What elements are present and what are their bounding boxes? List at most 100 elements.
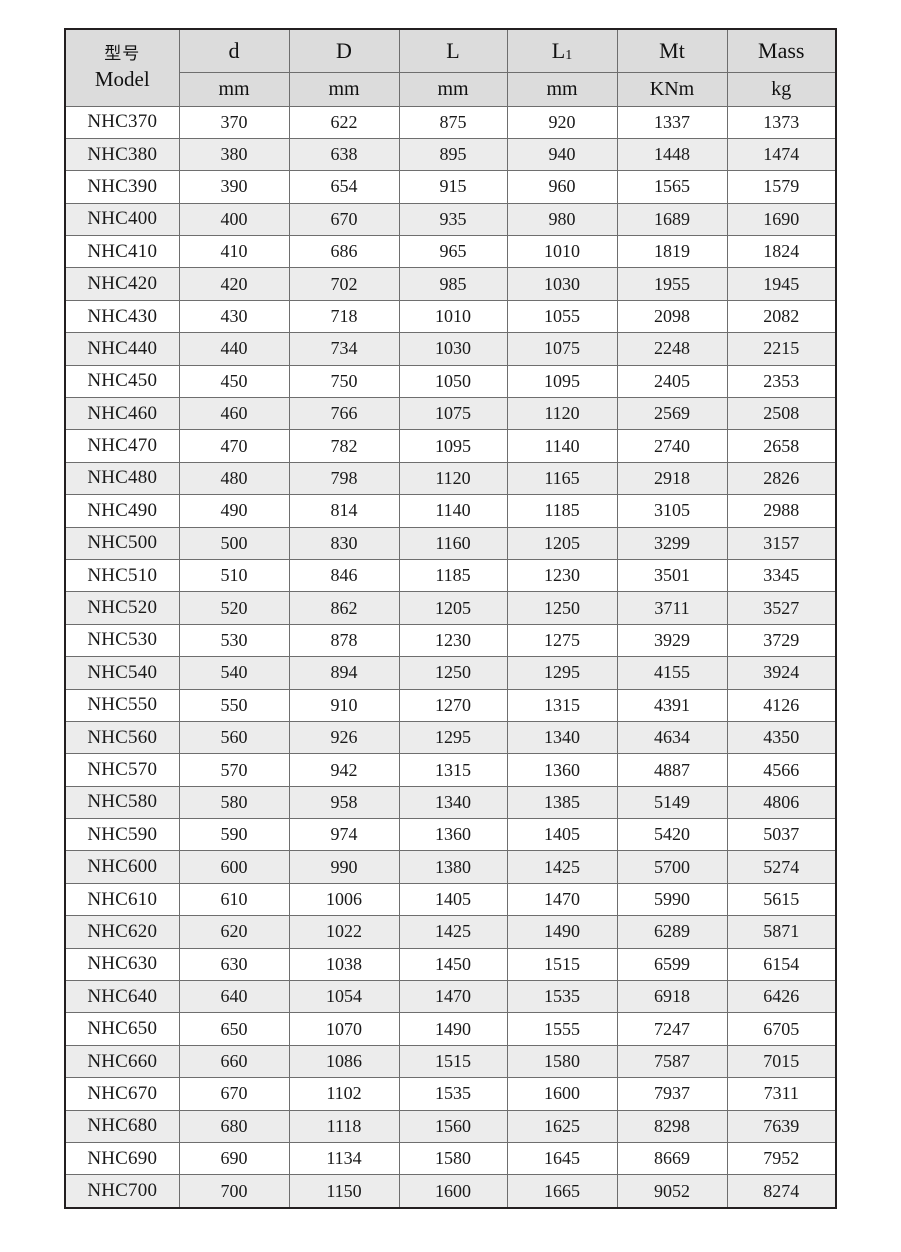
cell-d: 650 — [179, 1012, 290, 1046]
cell-length1: 1295 — [507, 656, 618, 690]
cell-length1: 1515 — [507, 948, 618, 982]
cell-length1: 1250 — [507, 591, 618, 625]
cell-mass: 1945 — [727, 267, 835, 301]
cell-model: NHC690 — [66, 1142, 180, 1176]
cell-length: 985 — [399, 267, 508, 301]
cell-length: 1120 — [399, 462, 508, 496]
cell-mass: 5274 — [727, 850, 835, 884]
cell-mass: 3729 — [727, 624, 835, 658]
cell-outer-diameter: 846 — [289, 559, 400, 593]
cell-outer-diameter: 958 — [289, 786, 400, 820]
cell-mass: 3345 — [727, 559, 835, 593]
cell-length: 1380 — [399, 850, 508, 884]
cell-torque: 4634 — [617, 721, 728, 755]
cell-d: 670 — [179, 1077, 290, 1111]
cell-torque: 8298 — [617, 1110, 728, 1144]
cell-d: 440 — [179, 332, 290, 366]
cell-d: 370 — [179, 106, 290, 139]
column-header-length1: L1 — [507, 30, 618, 73]
table-row: NHC410 410 686 965 1010 1819 1824 — [66, 235, 835, 269]
cell-length1: 1470 — [507, 883, 618, 917]
cell-d: 450 — [179, 365, 290, 399]
cell-mass: 7639 — [727, 1110, 835, 1144]
cell-d: 480 — [179, 462, 290, 496]
table-row: NHC400 400 670 935 980 1689 1690 — [66, 203, 835, 237]
cell-torque: 1819 — [617, 235, 728, 269]
cell-torque: 2740 — [617, 429, 728, 463]
cell-torque: 7937 — [617, 1077, 728, 1111]
table-row: NHC590 590 974 1360 1405 5420 5037 — [66, 818, 835, 852]
cell-torque: 1955 — [617, 267, 728, 301]
cell-torque: 5420 — [617, 818, 728, 852]
cell-d: 540 — [179, 656, 290, 690]
table-row: NHC430 430 718 1010 1055 2098 2082 — [66, 300, 835, 334]
table-row: NHC640 640 1054 1470 1535 6918 6426 — [66, 980, 835, 1014]
cell-mass: 2988 — [727, 494, 835, 528]
cell-mass: 1690 — [727, 203, 835, 237]
cell-outer-diameter: 926 — [289, 721, 400, 755]
cell-length1: 1555 — [507, 1012, 618, 1046]
cell-torque: 6599 — [617, 948, 728, 982]
table-row: NHC540 540 894 1250 1295 4155 3924 — [66, 656, 835, 690]
cell-mass: 4126 — [727, 689, 835, 722]
cell-length: 915 — [399, 170, 508, 204]
cell-outer-diameter: 638 — [289, 138, 400, 172]
cell-outer-diameter: 990 — [289, 850, 400, 884]
cell-length: 1250 — [399, 656, 508, 690]
cell-length: 1270 — [399, 689, 508, 722]
cell-torque: 7587 — [617, 1045, 728, 1079]
cell-model: NHC630 — [66, 948, 180, 982]
cell-length1: 1010 — [507, 235, 618, 269]
cell-model: NHC430 — [66, 300, 180, 334]
column-header-length-symbol: L — [446, 37, 460, 63]
column-header-mass: Mass — [727, 30, 835, 73]
cell-outer-diameter: 750 — [289, 365, 400, 399]
cell-length1: 1315 — [507, 689, 618, 722]
cell-length1: 920 — [507, 106, 618, 139]
cell-outer-diameter: 1070 — [289, 1012, 400, 1046]
table-row: NHC440 440 734 1030 1075 2248 2215 — [66, 332, 835, 366]
cell-model: NHC600 — [66, 850, 180, 884]
cell-d: 640 — [179, 980, 290, 1014]
cell-model: NHC370 — [66, 106, 180, 139]
cell-mass: 3924 — [727, 656, 835, 690]
cell-mass: 7952 — [727, 1142, 835, 1176]
cell-outer-diameter: 862 — [289, 591, 400, 625]
header-row-units: mm mm mm mm KNm kg — [66, 72, 835, 107]
cell-mass: 4350 — [727, 721, 835, 755]
cell-d: 470 — [179, 429, 290, 463]
cell-mass: 1373 — [727, 106, 835, 139]
cell-mass: 7311 — [727, 1077, 835, 1111]
table-row: NHC550 550 910 1270 1315 4391 4126 — [66, 689, 835, 722]
unit-header-length1: mm — [507, 72, 618, 107]
cell-torque: 2569 — [617, 397, 728, 431]
cell-model: NHC550 — [66, 689, 180, 722]
cell-model: NHC640 — [66, 980, 180, 1014]
table-row: NHC420 420 702 985 1030 1955 1945 — [66, 267, 835, 301]
table-row: NHC610 610 1006 1405 1470 5990 5615 — [66, 883, 835, 917]
cell-length1: 1185 — [507, 494, 618, 528]
cell-outer-diameter: 894 — [289, 656, 400, 690]
cell-torque: 9052 — [617, 1174, 728, 1208]
cell-length1: 960 — [507, 170, 618, 204]
table-row: NHC600 600 990 1380 1425 5700 5274 — [66, 850, 835, 884]
cell-length1: 1165 — [507, 462, 618, 496]
cell-outer-diameter: 766 — [289, 397, 400, 431]
cell-d: 660 — [179, 1045, 290, 1079]
cell-length1: 1490 — [507, 915, 618, 949]
cell-length: 935 — [399, 203, 508, 237]
cell-length1: 1600 — [507, 1077, 618, 1111]
cell-length1: 1140 — [507, 429, 618, 463]
table-row: NHC480 480 798 1120 1165 2918 2826 — [66, 462, 835, 496]
cell-outer-diameter: 830 — [289, 527, 400, 560]
cell-outer-diameter: 910 — [289, 689, 400, 722]
cell-d: 500 — [179, 527, 290, 560]
cell-d: 610 — [179, 883, 290, 917]
cell-outer-diameter: 1118 — [289, 1110, 400, 1144]
cell-torque: 3299 — [617, 527, 728, 560]
column-header-d: d — [179, 30, 290, 73]
table-row: NHC450 450 750 1050 1095 2405 2353 — [66, 365, 835, 399]
cell-d: 690 — [179, 1142, 290, 1176]
cell-mass: 6154 — [727, 948, 835, 982]
cell-length: 895 — [399, 138, 508, 172]
